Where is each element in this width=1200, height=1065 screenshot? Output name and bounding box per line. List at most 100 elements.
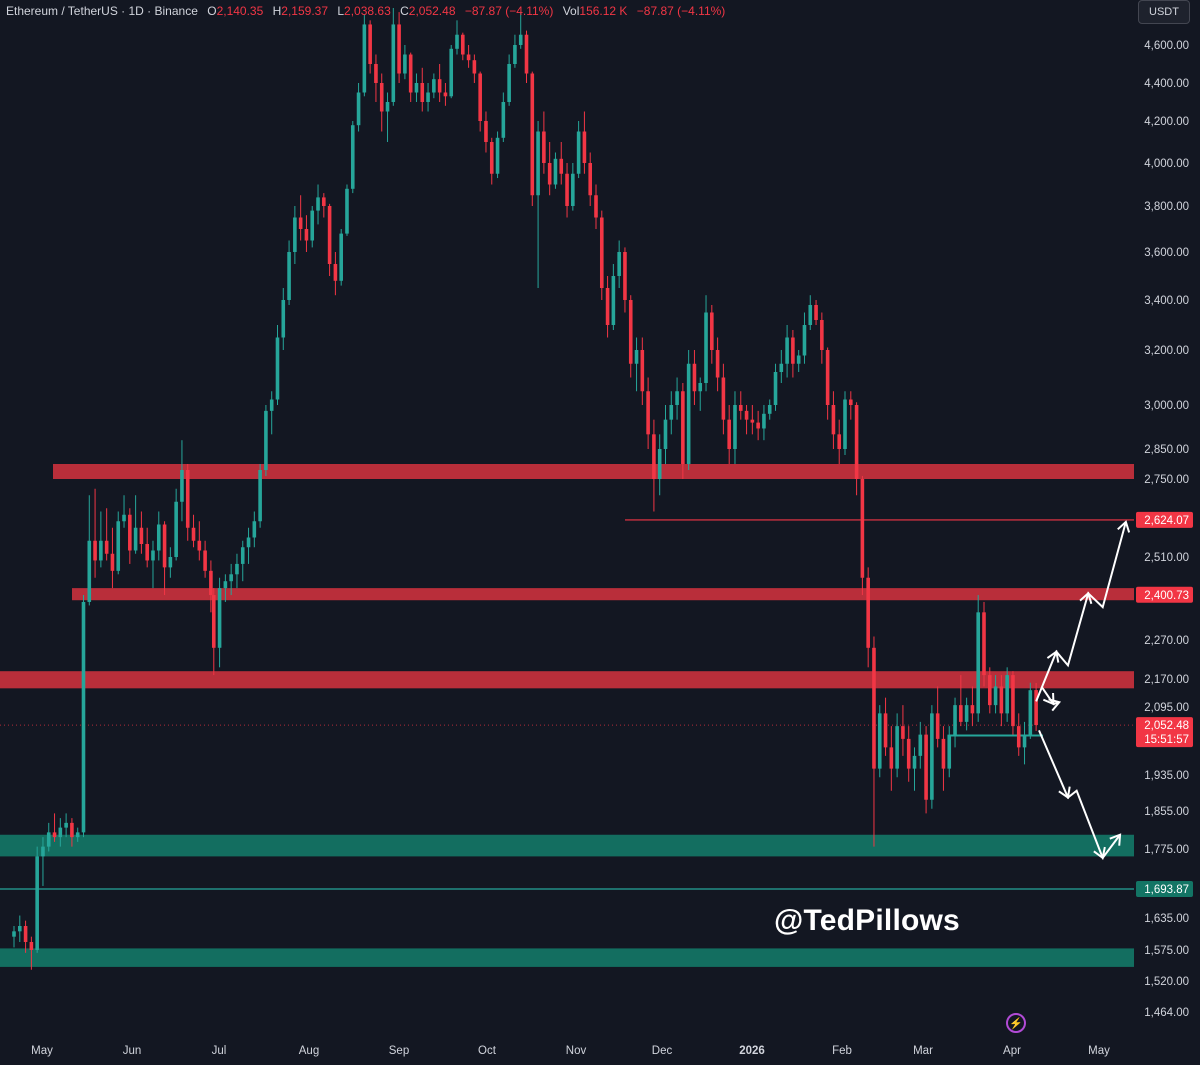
candle: [240, 540, 245, 582]
candle-body: [145, 544, 149, 561]
candle-body: [316, 197, 320, 211]
candle: [223, 574, 228, 602]
candle-body: [298, 217, 303, 229]
candle-body: [333, 264, 338, 281]
candle-body: [594, 195, 598, 218]
candle-body: [756, 422, 760, 429]
price-tag-current: [1136, 717, 1193, 748]
candle-body: [657, 449, 662, 479]
high-value: 2,159.37: [281, 4, 329, 18]
candle-body: [912, 755, 917, 769]
y-tick-label: 2,170.00: [1144, 674, 1189, 686]
candle: [327, 203, 332, 276]
candle: [507, 54, 511, 106]
candle: [854, 402, 859, 496]
candle-body: [930, 713, 934, 800]
candle-body: [889, 747, 894, 769]
candle-body: [825, 350, 830, 405]
lightning-icon[interactable]: ⚡: [1006, 1013, 1026, 1033]
candle: [252, 511, 257, 548]
candle: [339, 229, 343, 286]
candle-body: [704, 312, 708, 383]
bearish-arrowhead: [1058, 786, 1071, 800]
y-tick-label: 1,935.00: [1144, 770, 1189, 782]
candle: [634, 337, 639, 392]
candle-body: [681, 391, 685, 464]
candle-body: [513, 45, 517, 64]
candle-body: [122, 514, 126, 522]
candle: [542, 111, 546, 174]
candle: [652, 419, 656, 512]
candle: [484, 111, 488, 153]
symbol-title[interactable]: Ethereum / TetherUS · 1D · Binance: [6, 4, 198, 18]
candle: [304, 215, 309, 252]
candle: [162, 521, 167, 596]
x-tick-label: 2026: [739, 1045, 765, 1057]
candle: [374, 54, 378, 102]
x-tick-label: Dec: [652, 1045, 673, 1057]
candle-body: [953, 705, 957, 735]
candle: [727, 405, 731, 464]
candle-body: [686, 363, 691, 464]
breakdown-arrowhead: [1042, 692, 1055, 706]
y-tick-label: 3,800.00: [1144, 201, 1189, 213]
candle: [345, 184, 349, 236]
candle-body: [12, 931, 16, 937]
open-value: 2,140.35: [216, 4, 264, 18]
candle: [58, 818, 63, 847]
candle-body: [368, 24, 372, 65]
candle-body: [461, 34, 465, 55]
candle-body: [802, 325, 807, 356]
candle: [287, 240, 291, 305]
candle: [762, 405, 766, 441]
candle: [640, 337, 645, 405]
bullish-arrowhead: [1046, 649, 1060, 663]
candle: [681, 383, 685, 479]
x-tick-label: Oct: [478, 1045, 497, 1057]
candle: [710, 305, 714, 364]
candle-body: [258, 470, 262, 522]
bullish-projection: [1035, 521, 1127, 702]
x-tick-label: May: [1088, 1045, 1110, 1057]
candle: [432, 73, 436, 99]
candle: [895, 713, 899, 778]
candle-body: [104, 540, 109, 554]
breakdown-arrowhead: [1048, 698, 1062, 712]
candle-body: [536, 131, 540, 196]
candle: [513, 34, 517, 68]
candle-body: [559, 158, 564, 174]
candle-body: [403, 54, 407, 74]
candle: [180, 440, 184, 522]
candle: [959, 675, 963, 727]
candle: [310, 206, 315, 248]
candle-body: [287, 252, 291, 300]
candle: [576, 121, 581, 179]
candle: [860, 476, 865, 596]
candle-body: [547, 163, 552, 185]
bearish-arrowhead: [1109, 833, 1122, 846]
currency-button[interactable]: USDT: [1138, 0, 1190, 24]
price-tag-label: 1,693.87: [1144, 884, 1189, 896]
candle-body: [293, 217, 297, 252]
candle-body: [820, 320, 824, 350]
y-tick-label: 3,400.00: [1144, 295, 1189, 307]
candle-body: [180, 470, 184, 502]
candle-body: [646, 391, 650, 435]
candle-body: [1028, 690, 1033, 735]
candle: [235, 553, 239, 589]
candle-body: [848, 399, 853, 405]
candle-body: [698, 383, 703, 392]
candle-body: [52, 832, 57, 838]
candle-body: [379, 83, 384, 112]
candle: [779, 350, 784, 383]
candle: [1034, 682, 1038, 731]
candle: [116, 511, 121, 575]
candle-body: [217, 588, 222, 648]
candle: [281, 288, 286, 350]
candle: [889, 726, 894, 791]
candle-body: [168, 557, 173, 568]
zones-layer: [0, 464, 1134, 967]
candle: [168, 547, 173, 578]
